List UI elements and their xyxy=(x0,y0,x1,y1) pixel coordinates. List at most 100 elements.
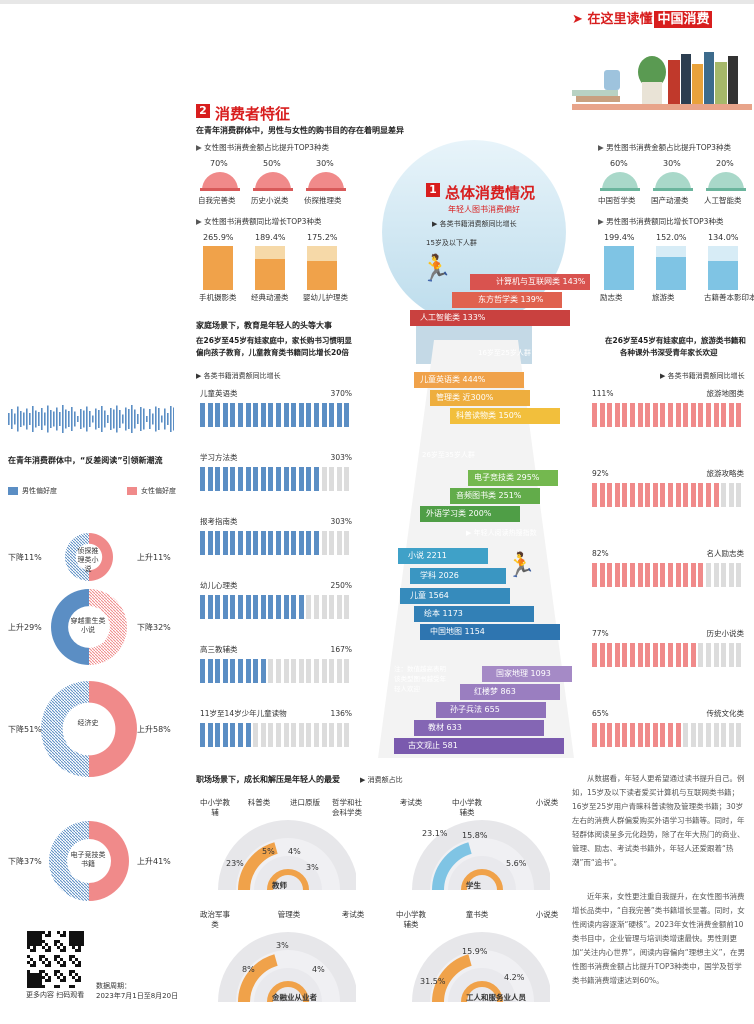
keyhole-step-label: 外语学习类 200% xyxy=(426,509,492,518)
keyhole-step xyxy=(410,310,570,326)
brand-prefix: 在这里读懂 xyxy=(587,12,653,27)
qr-module xyxy=(57,946,60,949)
donut-center-label: 经济史 xyxy=(77,719,99,727)
bar-stripe xyxy=(207,595,213,619)
top3-label: 国产动漫类 xyxy=(651,196,689,205)
wave-bar xyxy=(20,411,22,427)
keyhole-note: 注：数值越高表明该类型图书越受年轻人欢迎 xyxy=(394,665,446,693)
wave-bar xyxy=(131,405,133,433)
qr-module xyxy=(69,955,72,958)
qr-module xyxy=(75,943,78,946)
arrow-icon: ▶ xyxy=(598,143,604,152)
bar-stripe xyxy=(276,467,281,491)
growth-bar xyxy=(255,259,285,290)
bar-stripe xyxy=(614,403,620,427)
bar-stripe xyxy=(200,467,205,491)
qr-module xyxy=(33,976,36,979)
qr-module xyxy=(27,973,30,976)
bar-stripe xyxy=(238,595,243,619)
qr-module xyxy=(57,931,60,934)
bar-stripe xyxy=(253,467,259,491)
bar-stripe xyxy=(260,403,266,427)
bar-pct: 370% xyxy=(330,389,352,398)
bar-stripe xyxy=(698,403,704,427)
bar-stripe xyxy=(268,659,274,683)
qr-module xyxy=(48,976,51,979)
wave-bar xyxy=(86,406,88,432)
family-legend: ▶ 各类书籍消费额同比增长 xyxy=(196,372,281,380)
bar-stripe xyxy=(706,563,711,587)
donut-left-value: 下降51% xyxy=(8,725,42,734)
donut-left-value: 上升29% xyxy=(8,623,42,632)
qr-module xyxy=(39,976,42,979)
keyhole-step-label: 儿童英语类 444% xyxy=(420,375,486,384)
bar-stripe xyxy=(268,467,274,491)
bar-stripe xyxy=(637,643,643,667)
travel-line1: 在26岁至45岁有娃家庭中，旅游类书籍和 xyxy=(605,336,746,345)
qr-module xyxy=(72,946,75,949)
wave-bar xyxy=(128,409,130,429)
bar-stripe xyxy=(336,595,342,619)
qr-module xyxy=(27,985,30,988)
wave-bar xyxy=(173,407,174,431)
bar-stripe xyxy=(238,659,243,683)
bar-stripe xyxy=(245,403,251,427)
gauge-value: 8% xyxy=(242,965,255,974)
bar-stripe xyxy=(260,659,266,683)
gauge-category: 考试类 xyxy=(399,798,423,807)
donut-right-value: 下降32% xyxy=(137,623,171,632)
wave-bar xyxy=(146,416,148,422)
bar-stripe xyxy=(222,467,228,491)
qr-module xyxy=(36,982,39,985)
bar-stripe xyxy=(200,659,205,683)
wave-bar xyxy=(155,406,157,432)
keyhole-step-label: 学科 2026 xyxy=(420,571,459,580)
bar-stripe xyxy=(336,723,342,747)
runner-icon: 🏃 xyxy=(420,254,453,284)
bar-stripe xyxy=(721,403,727,427)
growth-pct: 265.9% xyxy=(203,233,234,242)
donut-hole xyxy=(68,606,110,648)
qr-module xyxy=(69,958,72,961)
male-legend: 男性偏好度 xyxy=(22,487,57,495)
qr-module xyxy=(42,985,45,988)
qr-module xyxy=(27,943,30,946)
bar-stripe xyxy=(215,723,221,747)
qr-code-icon[interactable] xyxy=(26,930,84,988)
bar-stripe xyxy=(622,563,628,587)
wave-bar xyxy=(134,409,136,429)
top3-pct: 20% xyxy=(716,159,734,168)
bar-stripe xyxy=(344,531,350,555)
cup-icon xyxy=(604,70,620,90)
keyhole-step xyxy=(450,408,560,424)
bar-stripe xyxy=(222,531,228,555)
bar-stripe xyxy=(344,723,350,747)
wave-bar xyxy=(161,415,163,423)
gauge-segment xyxy=(238,954,278,1003)
bar-stripe xyxy=(675,563,681,587)
bar-stripe xyxy=(599,563,605,587)
section2-title: 消费者特征 xyxy=(215,105,291,123)
bar-stripe xyxy=(253,659,259,683)
wave-bar xyxy=(83,410,85,428)
qr-module xyxy=(39,979,42,982)
bar-stripe xyxy=(245,467,251,491)
bar-stripe xyxy=(306,723,312,747)
qr-module xyxy=(72,940,75,943)
bar-stripe xyxy=(713,563,719,587)
keyhole-step xyxy=(436,702,546,718)
growth-pct: 134.0% xyxy=(708,233,739,242)
qr-module xyxy=(72,961,75,964)
qr-module xyxy=(60,964,63,967)
qr-module xyxy=(54,973,57,976)
wave-bar xyxy=(71,407,73,431)
bar-stripe xyxy=(276,403,281,427)
top3-book-icon xyxy=(653,188,693,191)
keyhole-step xyxy=(420,624,560,640)
bar-stripe xyxy=(230,467,236,491)
bar-stripe xyxy=(283,723,289,747)
bar-stripe xyxy=(314,723,319,747)
bar-stripe xyxy=(645,643,651,667)
wave-bar xyxy=(8,413,10,425)
qr-module xyxy=(45,979,48,982)
